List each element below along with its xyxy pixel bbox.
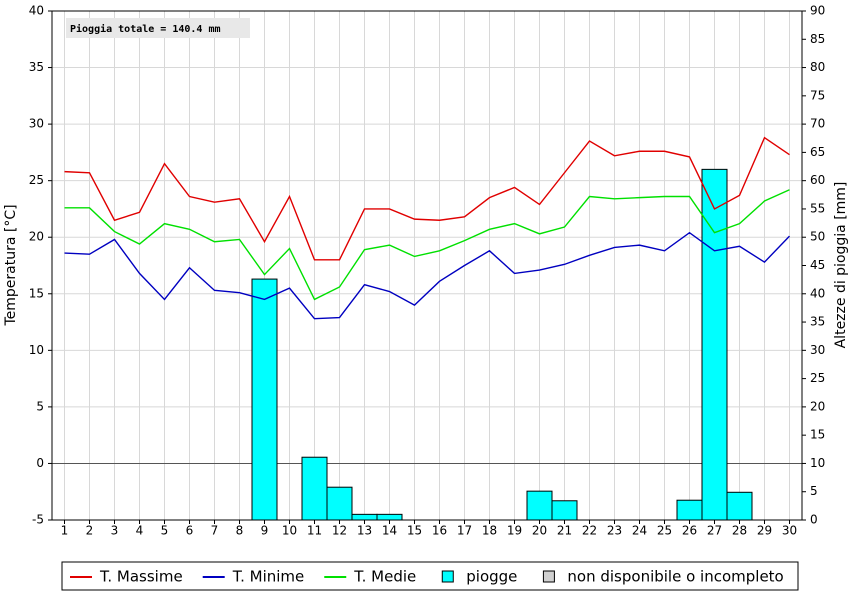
- x-tick-label: 18: [482, 524, 497, 538]
- x-tick-label: 9: [261, 524, 269, 538]
- y2-tick-label: 75: [810, 88, 825, 102]
- x-tick-label: 17: [457, 524, 472, 538]
- bar: [726, 491, 753, 521]
- legend-swatch: [441, 570, 454, 583]
- x-tick-label: 2: [86, 524, 94, 538]
- bar: [376, 513, 403, 521]
- x-tick-label: 23: [607, 524, 622, 538]
- annotation: Pioggia totale = 140.4 mm: [70, 23, 221, 35]
- y2-tick-label: 85: [810, 32, 825, 46]
- y2-tick-label: 60: [810, 173, 825, 187]
- y-tick-label: 15: [29, 286, 44, 300]
- x-tick-label: 22: [582, 524, 597, 538]
- y2-tick-label: 0: [810, 513, 818, 527]
- legend-label: piogge: [466, 568, 517, 586]
- y-axis-label: Temperatura [°C]: [3, 204, 19, 326]
- y2-tick-label: 10: [810, 456, 825, 470]
- plot-area: [52, 10, 802, 524]
- x-tick-label: 13: [357, 524, 372, 538]
- x-tick-label: 29: [757, 524, 772, 538]
- y2-tick-label: 90: [810, 4, 825, 18]
- line-series: [64, 231, 791, 320]
- x-tick-label: 16: [432, 524, 447, 538]
- legend-swatch: [542, 570, 555, 583]
- y2-tick-label: 25: [810, 371, 825, 385]
- y2-tick-label: 5: [810, 484, 818, 498]
- legend: T. Massime T. Minime T. Medie piogge non dis…: [70, 568, 784, 586]
- y2-tick-label: 65: [810, 145, 825, 159]
- y2-tick-label: 15: [810, 428, 825, 442]
- x-tick-label: 21: [557, 524, 572, 538]
- legend-label: T. Minime: [232, 568, 305, 586]
- y2-axis-label: Altezze di pioggia [mm]: [833, 182, 849, 349]
- bar: [676, 499, 703, 521]
- bar: [526, 490, 553, 521]
- y-tick-label: 30: [29, 117, 44, 131]
- x-tick-label: 7: [211, 524, 219, 538]
- y-tick-label: 0: [36, 456, 44, 470]
- x-tick-label: 11: [307, 524, 322, 538]
- x-tick-label: 28: [732, 524, 747, 538]
- x-tick-label: 30: [782, 524, 797, 538]
- x-tick-label: 5: [161, 524, 169, 538]
- x-tick-label: 27: [707, 524, 722, 538]
- bar: [701, 168, 728, 521]
- legend-label: T. Medie: [353, 568, 416, 586]
- y2-tick-label: 55: [810, 201, 825, 215]
- legend-label: T. Massime: [99, 568, 183, 586]
- bar: [351, 513, 378, 521]
- x-tick-label: 6: [186, 524, 194, 538]
- y-tick-label: -5: [32, 513, 44, 527]
- x-tick-label: 20: [532, 524, 547, 538]
- y-tick-label: 5: [36, 399, 44, 413]
- y2-tick-label: 50: [810, 230, 825, 244]
- y2-tick-label: 35: [810, 315, 825, 329]
- y-tick-label: 40: [29, 4, 44, 18]
- y-tick-label: 10: [29, 343, 44, 357]
- x-tick-label: 14: [382, 524, 397, 538]
- y2-tick-label: 30: [810, 343, 825, 357]
- y2-tick-label: 70: [810, 117, 825, 131]
- y2-tick-label: 20: [810, 399, 825, 413]
- x-tick-label: 10: [282, 524, 297, 538]
- x-tick-label: 4: [136, 524, 144, 538]
- line-series: [64, 189, 790, 301]
- x-tick-label: 12: [332, 524, 347, 538]
- legend-box: [61, 561, 799, 591]
- y-tick-label: 25: [29, 173, 44, 187]
- x-tick-label: 24: [632, 524, 647, 538]
- y-tick-label: 35: [29, 60, 44, 74]
- y2-tick-label: 80: [810, 60, 825, 74]
- annotation-box: [66, 18, 250, 38]
- line-series: [64, 136, 790, 261]
- bar: [301, 456, 328, 521]
- bar: [551, 500, 578, 521]
- bar: [326, 486, 353, 521]
- x-tick-label: 1: [61, 524, 69, 538]
- y-tick-label: 20: [29, 230, 44, 244]
- x-tick-label: 25: [657, 524, 672, 538]
- bar: [251, 278, 278, 521]
- y2-tick-label: 40: [810, 286, 825, 300]
- x-tick-label: 26: [682, 524, 697, 538]
- x-tick-label: 19: [507, 524, 522, 538]
- x-tick-label: 15: [407, 524, 422, 538]
- x-tick-label: 3: [111, 524, 119, 538]
- y2-tick-label: 45: [810, 258, 825, 272]
- x-tick-label: 8: [236, 524, 244, 538]
- legend-label: non disponibile o incompleto: [567, 568, 783, 586]
